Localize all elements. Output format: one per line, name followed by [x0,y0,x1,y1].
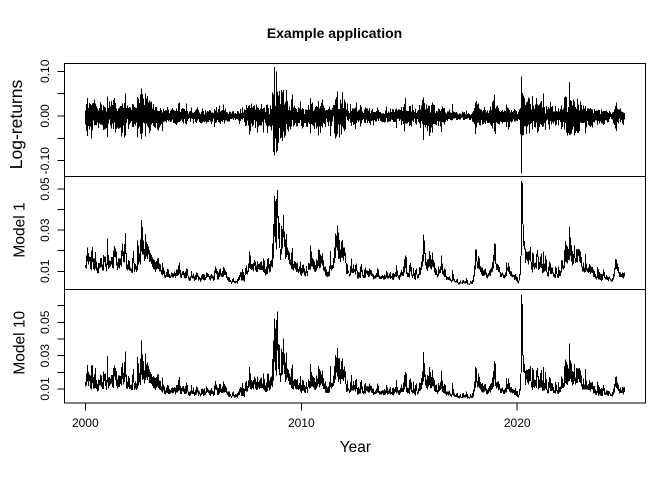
svg-text:0.03: 0.03 [38,218,52,242]
svg-text:Model 10: Model 10 [12,311,29,375]
svg-text:0.03: 0.03 [38,344,52,368]
svg-text:0.01: 0.01 [38,259,52,283]
svg-text:0.10: 0.10 [38,59,52,83]
svg-text:0.01: 0.01 [38,377,52,401]
svg-text:2000: 2000 [72,416,99,430]
svg-text:0.00: 0.00 [38,104,52,128]
svg-text:Example application: Example application [267,25,402,41]
svg-text:Model 1: Model 1 [12,202,29,257]
svg-text:0.05: 0.05 [38,310,52,334]
svg-text:Year: Year [340,439,371,456]
svg-text:-0.10: -0.10 [38,147,52,175]
svg-text:0.05: 0.05 [38,177,52,201]
svg-text:2020: 2020 [504,416,531,430]
svg-text:2010: 2010 [288,416,315,430]
svg-text:Log-returns: Log-returns [6,80,26,170]
